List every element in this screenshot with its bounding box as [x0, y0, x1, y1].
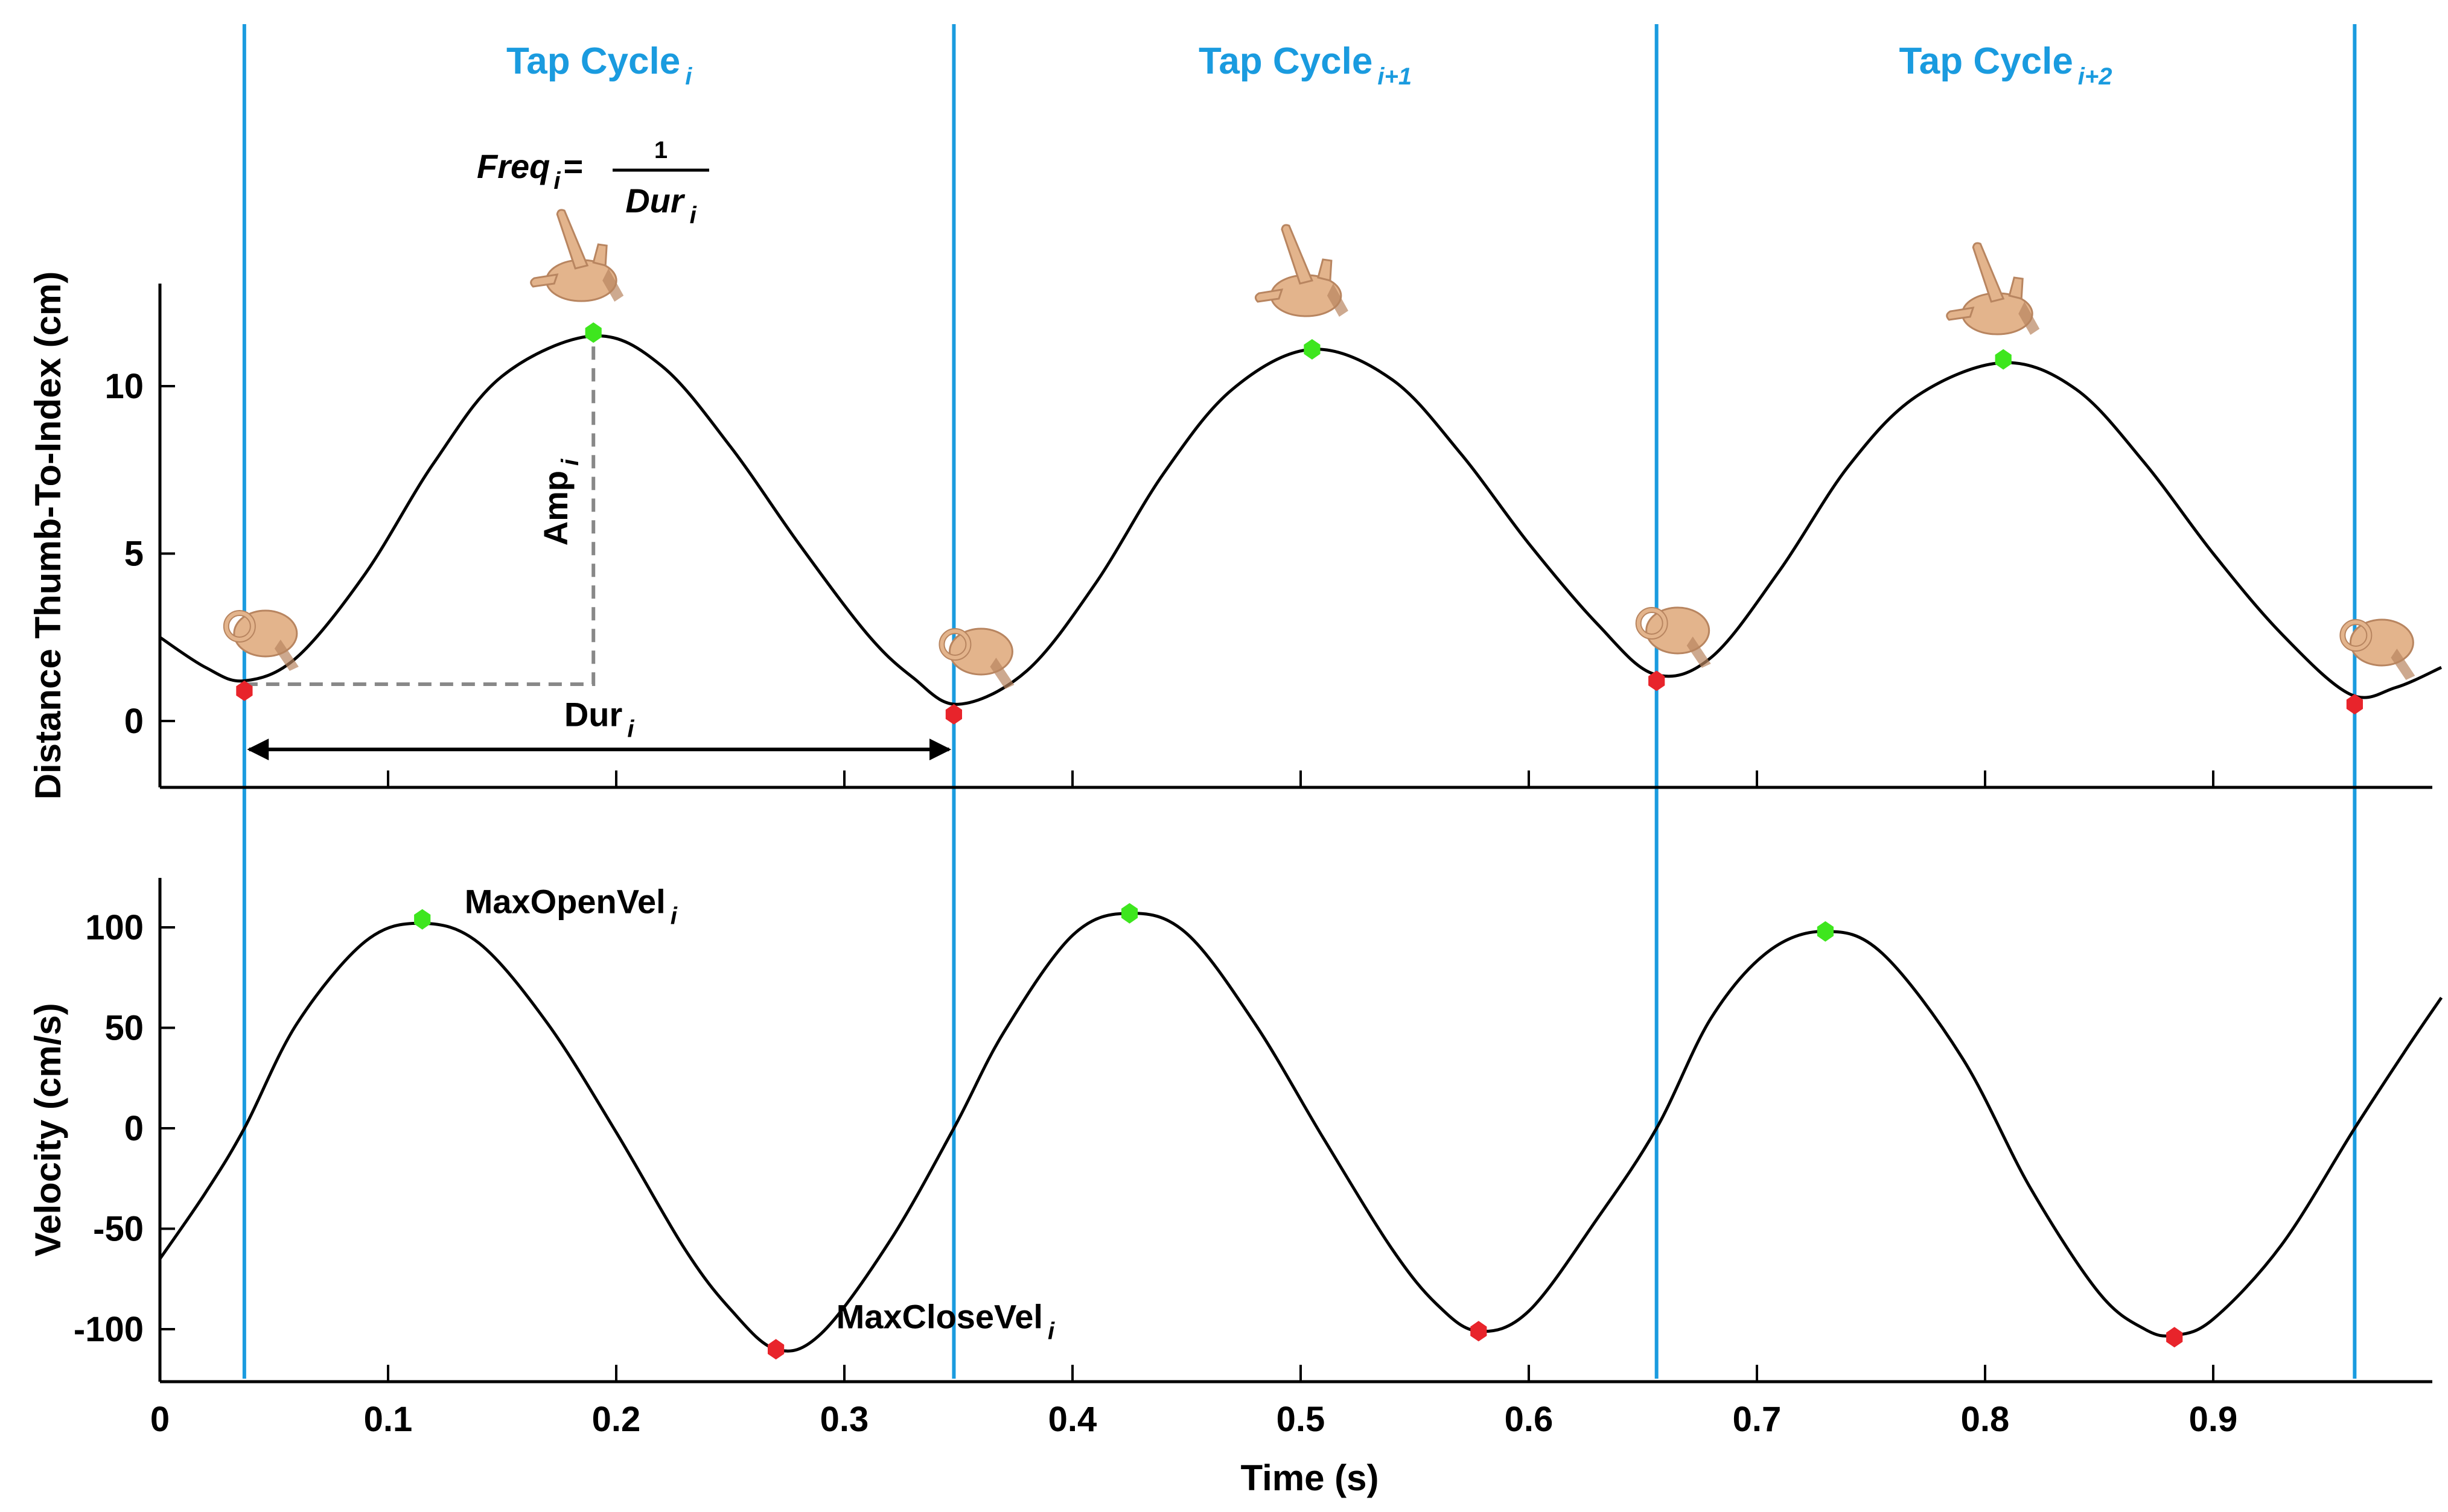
- dur-label: Dur i: [564, 695, 634, 742]
- velocity-min-marker: [768, 1339, 785, 1360]
- velocity-markers: [414, 903, 2183, 1360]
- distance-curve: [159, 334, 2443, 706]
- max-open-vel-label: MaxOpenVel i: [465, 883, 678, 930]
- max-open-vel-label-main: MaxOpenVel: [465, 883, 666, 921]
- tap-cycle-text: Tap Cycle: [506, 40, 680, 82]
- distance-max-marker: [585, 322, 602, 343]
- y-tick-label: 5: [124, 535, 144, 574]
- tap-cycle-labels: Tap Cycle i Tap Cycle i+1 Tap Cycle i+2: [506, 40, 2112, 90]
- x-axis-title: Time (s): [1241, 1458, 1379, 1498]
- velocity-curve: [158, 912, 2443, 1353]
- distance-max-marker: [1304, 339, 1321, 360]
- x-tick-label: 0: [150, 1400, 170, 1439]
- distance-markers: [236, 322, 2363, 725]
- pinch-hand-icon: [1635, 606, 1711, 668]
- velocity-max-marker: [414, 909, 431, 930]
- max-close-vel-label: MaxCloseVel i: [837, 1297, 1055, 1344]
- tap-cycle-sub: i+2: [2078, 63, 2112, 90]
- max-close-vel-label-sub: i: [1048, 1318, 1055, 1344]
- dur-label-main: Dur: [564, 695, 622, 733]
- velocity-min-marker: [1470, 1321, 1487, 1342]
- freq-equals: =: [563, 147, 582, 185]
- tap-cycle-text: Tap Cycle: [1199, 40, 1372, 82]
- y-tick-label: 0: [124, 1109, 144, 1148]
- amplitude-duration-guide: [244, 345, 596, 686]
- tap-cycle-text: Tap Cycle: [1899, 40, 2073, 82]
- y-axis-title: Distance Thumb-To-Index (cm): [28, 272, 68, 800]
- distance-min-marker: [2346, 694, 2363, 715]
- y-tick-label: 0: [124, 702, 144, 741]
- x-tick-label: 0.1: [364, 1400, 413, 1439]
- distance-axes: 0 5 10 Distance Thumb-To-Index (cm): [28, 272, 2432, 800]
- y-axis-title: Velocity (cm/s): [28, 1003, 68, 1256]
- y-tick-label: -100: [74, 1310, 144, 1349]
- velocity-min-marker: [2166, 1327, 2183, 1348]
- freq-label: Freq i=: [477, 147, 582, 194]
- freq-denominator: Dur i: [625, 182, 696, 229]
- freq-denominator-main: Dur: [625, 182, 686, 220]
- freq-numerator: 1: [654, 137, 668, 164]
- x-tick-label: 0.3: [820, 1400, 869, 1439]
- velocity-max-marker: [1121, 903, 1138, 924]
- x-tick-label: 0.6: [1505, 1400, 1554, 1439]
- freq-label-sub: i: [553, 168, 561, 194]
- amp-label-main: Amp: [537, 471, 575, 545]
- distance-max-marker: [1995, 349, 2012, 370]
- y-tick-label: 10: [104, 367, 144, 406]
- tap-cycle-label: Tap Cycle i+2: [1899, 40, 2112, 90]
- dur-label-sub: i: [627, 716, 634, 742]
- amp-label-sub: i: [557, 459, 584, 466]
- velocity-panel: 100 50 0 -50 -100 0 0.1 0.2 0.3 0.4 0.5 0.6 0.7 0.8 0.…: [28, 878, 2443, 1498]
- pinch-hand-icon: [2339, 618, 2415, 680]
- x-tick-label: 0.9: [2189, 1400, 2238, 1439]
- y-tick-label: 50: [104, 1009, 144, 1048]
- tap-cycle-label: Tap Cycle i: [506, 40, 692, 90]
- open-hand-icon: [530, 209, 624, 302]
- x-tick-label: 0.5: [1277, 1400, 1325, 1439]
- distance-hand-icons: [223, 209, 2415, 689]
- tap-cycle-label: Tap Cycle i+1: [1199, 40, 1412, 90]
- distance-min-marker: [945, 704, 962, 725]
- distance-min-marker: [236, 681, 253, 701]
- tap-cycle-sub: i: [685, 63, 692, 90]
- open-hand-icon: [1254, 224, 1348, 317]
- freq-label-main: Freq: [477, 147, 550, 185]
- pinch-hand-icon: [223, 609, 299, 671]
- freq-denominator-sub: i: [690, 202, 697, 229]
- y-tick-label: 100: [85, 908, 144, 947]
- amp-label: Amp i: [537, 459, 584, 545]
- distance-min-marker: [1648, 670, 1665, 691]
- x-tick-label: 0.2: [592, 1400, 641, 1439]
- velocity-max-marker: [1817, 921, 1834, 942]
- x-tick-label: 0.7: [1733, 1400, 1782, 1439]
- max-close-vel-label-main: MaxCloseVel: [837, 1297, 1043, 1335]
- open-hand-icon: [1946, 242, 2040, 335]
- x-tick-label: 0.4: [1048, 1400, 1097, 1439]
- tap-cycle-sub: i+1: [1377, 63, 1412, 90]
- max-open-vel-label-sub: i: [671, 903, 678, 930]
- velocity-axes: 100 50 0 -50 -100 0 0.1 0.2 0.3 0.4 0.5 0.6 0.7 0.8 0.…: [28, 878, 2432, 1498]
- x-tick-label: 0.8: [1961, 1400, 2010, 1439]
- y-tick-label: -50: [93, 1210, 144, 1249]
- pinch-hand-icon: [939, 627, 1015, 689]
